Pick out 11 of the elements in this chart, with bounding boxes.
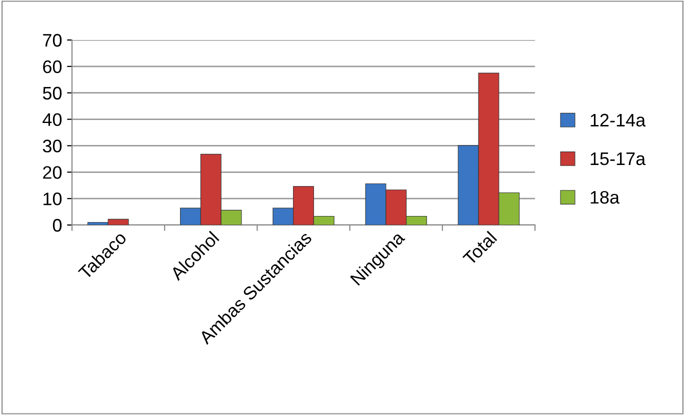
legend-label: 18a — [590, 190, 620, 204]
y-tick-label: 40 — [42, 113, 62, 126]
y-tick-label: 70 — [43, 34, 62, 47]
y-tick-label: 60 — [43, 60, 62, 74]
legend-label: 12-14a — [590, 114, 646, 127]
legend-label: 15-17a — [590, 152, 646, 166]
y-tick-label: 50 — [42, 86, 62, 100]
y-tick-label: 20 — [43, 166, 62, 179]
y-tick-label: 30 — [42, 140, 62, 152]
y-tick-label: 0 — [52, 218, 62, 232]
y-tick-label: 10 — [44, 192, 62, 206]
